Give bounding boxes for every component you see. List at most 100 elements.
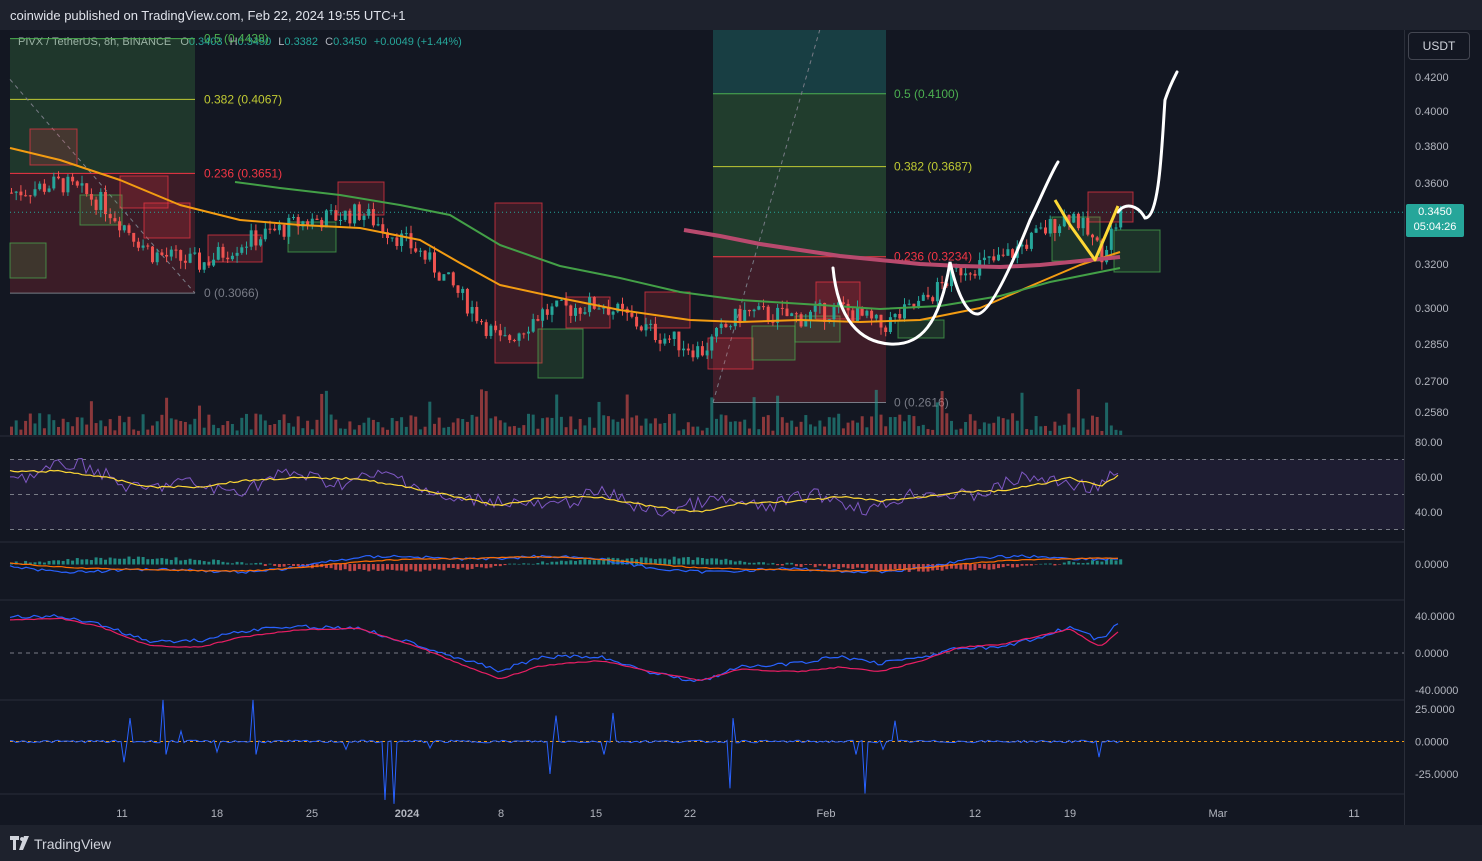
currency-button[interactable]: USDT — [1408, 32, 1470, 60]
fib-level-label: 0 (0.2616) — [894, 396, 949, 410]
candle-body — [512, 340, 516, 342]
hand-drawings — [831, 70, 1179, 346]
candle-body — [216, 246, 220, 260]
pane-tick-label: 0.0000 — [1415, 648, 1449, 660]
macd-histogram-bar — [1086, 562, 1090, 565]
volume-bar — [658, 423, 662, 435]
macd-histogram-bar — [57, 560, 60, 565]
price-axis[interactable]: 0.4200 0.4000 0.3800 0.3600 0.3200 0.3000 0.28… — [1404, 30, 1482, 825]
candle-body — [362, 215, 366, 220]
macd-histogram-bar — [169, 559, 173, 565]
candle-body — [1072, 213, 1076, 223]
hand-drawn-projection — [1116, 70, 1179, 220]
volume-bar — [860, 416, 864, 435]
volume-bar — [404, 426, 408, 435]
candle-body — [658, 340, 662, 344]
candle-body — [418, 250, 422, 252]
order-block-box — [707, 337, 754, 370]
macd-histogram-bar — [165, 558, 169, 565]
candle-body — [950, 267, 953, 287]
candle-body — [856, 307, 859, 323]
macd-histogram-bar — [644, 557, 648, 565]
macd-histogram-bar — [653, 559, 657, 565]
candle-body — [99, 191, 103, 210]
macd-histogram-bar — [512, 563, 516, 565]
candle-body — [691, 350, 695, 358]
macd-histogram-bar — [475, 564, 479, 567]
macd-histogram-bar — [1114, 560, 1118, 565]
macd-histogram-bar — [188, 558, 192, 565]
macd-histogram-bar — [61, 560, 65, 565]
grid-lines — [0, 435, 1404, 795]
candle-body — [1048, 219, 1052, 234]
candle-body — [729, 326, 733, 328]
time-tick-label: 19 — [1064, 808, 1076, 820]
volume-bar — [1020, 392, 1024, 435]
macd-histogram-bar — [578, 560, 582, 565]
price-tick-label: 0.3000 — [1415, 303, 1449, 315]
candle-body — [804, 319, 808, 327]
volume-bar — [282, 414, 286, 435]
volume-bar — [367, 417, 371, 435]
candle-body — [193, 252, 197, 254]
volume-bar — [1109, 425, 1113, 435]
candle-body — [122, 225, 126, 231]
volume-bar — [968, 414, 972, 435]
candle-body — [174, 249, 178, 251]
volume-bar — [1048, 430, 1052, 435]
volume-bar — [127, 416, 131, 435]
time-tick-label: 11 — [1348, 808, 1359, 820]
volume-bar — [794, 426, 798, 435]
pane-tick-label: 60.00 — [1415, 472, 1443, 484]
macd-histogram-bar — [339, 564, 342, 571]
pane-tick-label: -25.0000 — [1415, 769, 1458, 781]
macd-histogram-bar — [52, 560, 56, 565]
macd-histogram-bar — [400, 564, 404, 571]
volume-bar — [738, 421, 742, 435]
macd-histogram-bar — [174, 557, 178, 565]
candle-body — [611, 311, 615, 315]
publisher-info: coinwide published on TradingView.com, F… — [10, 8, 406, 23]
candle-body — [57, 176, 60, 179]
macd-histogram-bar — [809, 564, 812, 565]
macd-histogram-bar — [414, 564, 418, 572]
volume-bar — [879, 414, 883, 435]
volume-bar — [851, 420, 855, 435]
candle-body — [1058, 226, 1062, 233]
volume-bar — [1039, 426, 1043, 435]
volume-bar — [1001, 418, 1005, 435]
candle-body — [508, 335, 512, 341]
candle-body — [198, 252, 201, 270]
candle-body — [282, 224, 286, 237]
macd-histogram-bar — [376, 564, 380, 571]
volume-bar — [353, 429, 357, 435]
volume-bar — [978, 429, 982, 435]
candle-body — [705, 350, 709, 356]
candle-body — [480, 321, 483, 323]
macd-histogram-bar — [28, 562, 32, 565]
volume-bar — [442, 427, 446, 435]
volume-bar — [400, 417, 404, 435]
candle-body — [597, 308, 601, 310]
time-tick-label: 12 — [969, 808, 981, 820]
macd-histogram-bar — [33, 562, 37, 565]
macd-histogram-bar — [747, 562, 751, 565]
macd-histogram-bar — [1006, 564, 1010, 566]
candle-body — [324, 210, 328, 228]
candle-body — [146, 245, 150, 247]
volume-bar — [780, 417, 784, 435]
chart-canvas[interactable]: 0.5 (0.4438) 0.382 (0.4067) 0.236 (0.3651)… — [0, 30, 1404, 825]
candle-body — [230, 255, 234, 260]
fib-zone-top — [713, 30, 886, 94]
candle-body — [357, 204, 361, 220]
candle-body — [527, 331, 530, 334]
macd-histogram-bar — [527, 563, 530, 565]
volume-bar — [14, 420, 18, 435]
tradingview-brand[interactable]: TradingView — [34, 836, 112, 852]
volume-bar — [888, 417, 892, 435]
volume-bar — [433, 423, 436, 435]
candle-body — [353, 204, 357, 224]
macd-histogram-bar — [451, 564, 455, 568]
candle-body — [564, 299, 568, 306]
time-tick-label: 11 — [116, 808, 127, 820]
